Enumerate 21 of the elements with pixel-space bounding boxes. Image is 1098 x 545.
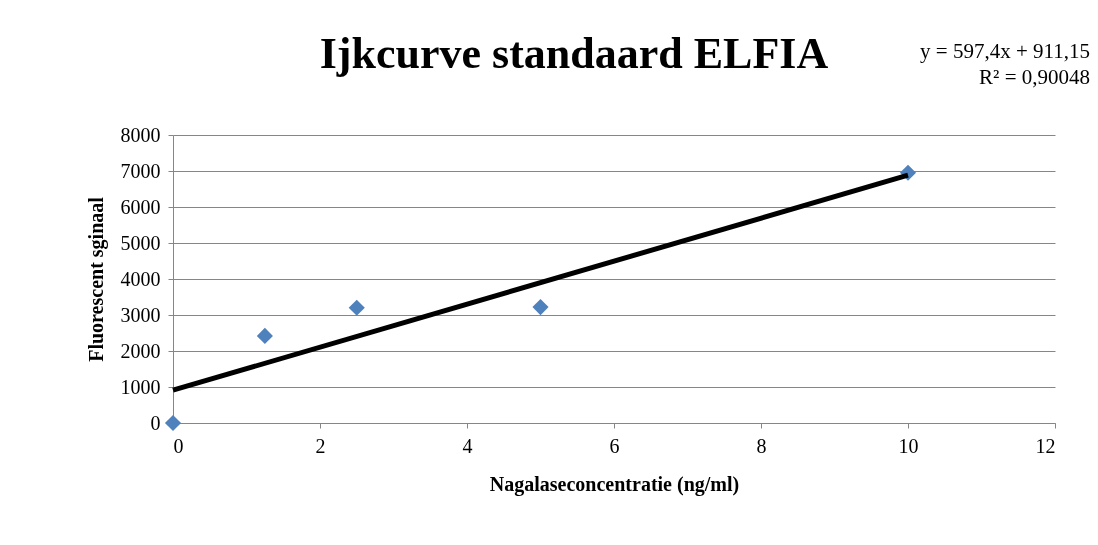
x-tick-label: 0 <box>173 434 184 457</box>
y-tick-label: 4000 <box>120 267 161 290</box>
y-tick-label: 2000 <box>120 339 161 362</box>
text: y = 597,4x + 911,15 <box>920 38 1090 64</box>
text: R² = 0,90048 <box>978 64 1090 90</box>
y-tick-label: 5000 <box>120 231 161 254</box>
x-tick-label: 8 <box>756 434 767 457</box>
x-tick-label: 6 <box>609 434 620 457</box>
x-tick-label: 4 <box>462 434 473 457</box>
y-tick-label: 3000 <box>120 303 161 326</box>
y-tick-label: 6000 <box>120 195 161 218</box>
y-tick-label: 0 <box>150 411 161 434</box>
x-axis-title: Nagalaseconcentratie (ng/ml) <box>489 472 740 496</box>
y-tick-label: 8000 <box>120 123 161 146</box>
x-tick-label: 2 <box>315 434 326 457</box>
chart-title: Ijkcurve standaard ELFIA <box>319 29 829 78</box>
y-tick-label: 1000 <box>120 375 161 398</box>
x-tick-label: 10 <box>898 434 919 457</box>
y-axis-title: Fluorescent sginaal <box>84 196 108 362</box>
y-tick-label: 7000 <box>120 159 161 182</box>
x-tick-label: 12 <box>1035 434 1056 457</box>
